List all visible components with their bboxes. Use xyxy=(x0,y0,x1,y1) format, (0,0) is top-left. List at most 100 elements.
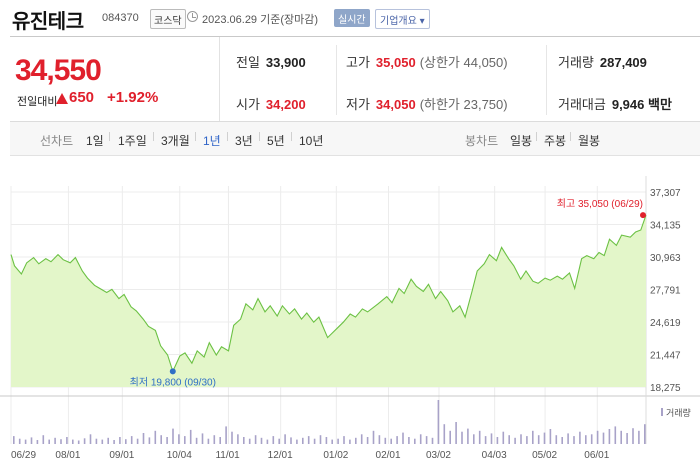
volume-bar xyxy=(243,437,245,444)
prev-close-label: 전일 xyxy=(236,55,260,70)
volume-bar xyxy=(537,435,540,444)
tab-1w[interactable]: 1주일 xyxy=(118,134,147,148)
volume-bar xyxy=(567,433,569,444)
volume-bars: 거래량 xyxy=(13,400,691,444)
tab-divider xyxy=(570,132,571,141)
volume-bar xyxy=(272,436,275,444)
tab-10y[interactable]: 10년 xyxy=(299,134,324,148)
volume-bar xyxy=(160,435,162,444)
trade-value: 9,946 백만 xyxy=(611,97,672,112)
volume-bar xyxy=(219,437,221,444)
volume-bar xyxy=(207,438,210,444)
volume-bar xyxy=(644,424,646,444)
x-tick-label: 12/01 xyxy=(268,450,293,461)
chart-period-tabs: 선차트 1일 1주일 3개월 1년 3년 5년 10년 봉차트 일봉 주봉 월봉 xyxy=(10,122,700,156)
y-tick-label: 18,275 xyxy=(650,383,681,394)
candle-chart-heading: 봉차트 xyxy=(465,134,499,148)
tab-3y[interactable]: 3년 xyxy=(235,134,253,148)
volume-bar xyxy=(260,437,263,444)
tab-monthly-candle[interactable]: 월봉 xyxy=(578,134,601,148)
low-marker xyxy=(169,368,176,375)
volume-bar xyxy=(449,430,451,444)
volume-bar xyxy=(284,434,286,444)
volume-bar xyxy=(331,439,333,444)
y-tick-label: 30,963 xyxy=(650,253,681,264)
volume-bar xyxy=(514,437,516,444)
volume-bar xyxy=(620,430,622,444)
volume-bar xyxy=(136,438,139,444)
trade-value-cell: 거래대금 9,946 백만 xyxy=(558,94,672,113)
low-label: 저가 xyxy=(346,97,370,112)
tab-daily-candle[interactable]: 일봉 xyxy=(510,134,533,148)
stock-name: 유진테크 xyxy=(12,11,84,33)
volume-bar xyxy=(496,437,499,444)
volume-bar xyxy=(360,434,363,444)
market-badge: 코스닥 xyxy=(150,9,186,29)
volume-bar xyxy=(608,429,611,444)
chart-annotations: 최고 35,050 (06/29) 최저 19,800 (09/30) xyxy=(130,198,646,388)
low-cell: 저가 34,050 (하한가 23,750) xyxy=(346,94,508,113)
trade-value-label: 거래대금 xyxy=(558,97,606,112)
price-chart: 37,307 34,135 30,963 27,791 24,619 21,447 18,2… xyxy=(0,176,700,461)
volume-bar xyxy=(290,437,292,444)
volume-bar xyxy=(325,437,328,444)
tab-divider xyxy=(227,132,228,141)
volume-bar xyxy=(490,433,493,444)
volume-bar xyxy=(237,434,239,444)
tab-1d[interactable]: 1일 xyxy=(86,134,104,148)
volume-label: 거래량 xyxy=(558,55,594,70)
volume-bar xyxy=(384,437,387,444)
tab-weekly-candle[interactable]: 주봉 xyxy=(544,134,567,148)
volume-bar xyxy=(83,438,86,444)
stock-header: 유진테크 084370 코스닥 2023.06.29 기준(장마감) 실시간 기… xyxy=(0,0,700,36)
tab-5y[interactable]: 5년 xyxy=(267,134,285,148)
tab-1y[interactable]: 1년 xyxy=(203,134,221,148)
volume-bar xyxy=(414,438,416,444)
low-value: 34,050 xyxy=(375,97,416,112)
volume-bar xyxy=(178,434,180,444)
volume-bar xyxy=(425,436,428,444)
volume-bar xyxy=(201,433,204,444)
volume-bar xyxy=(313,438,316,444)
volume-bar xyxy=(36,440,39,444)
x-tick-label: 05/02 xyxy=(532,450,557,461)
x-axis-labels: 06/29 08/01 09/01 10/04 11/01 12/01 01/02 02/01… xyxy=(11,450,610,461)
volume-bar xyxy=(478,430,481,444)
volume-bar xyxy=(520,434,522,444)
volume-bar xyxy=(461,431,463,444)
volume-bar xyxy=(266,439,269,444)
volume-bar xyxy=(248,438,251,444)
volume-bar xyxy=(626,433,628,444)
x-tick-label: 11/01 xyxy=(215,450,240,461)
volume-bar xyxy=(302,437,304,444)
volume-bar xyxy=(166,437,168,444)
volume-value: 287,409 xyxy=(599,55,647,70)
volume-bar xyxy=(467,428,469,444)
x-tick-label: 02/01 xyxy=(376,450,401,461)
volume-bar xyxy=(508,435,510,444)
volume-bar xyxy=(431,437,434,444)
volume-bar xyxy=(437,400,440,444)
volume-bar xyxy=(30,437,33,444)
tab-3m[interactable]: 3개월 xyxy=(161,134,190,148)
volume-bar xyxy=(573,436,575,444)
y-axis-labels: 37,307 34,135 30,963 27,791 24,619 21,447 18,2… xyxy=(650,188,681,394)
company-info-button[interactable]: 기업개요 ▾ xyxy=(375,9,430,29)
volume-bar xyxy=(154,430,157,444)
volume-bar xyxy=(579,431,581,444)
realtime-button[interactable]: 실시간 xyxy=(334,9,370,27)
high-cell: 고가 35,050 (상한가 44,050) xyxy=(346,52,508,71)
change-value: 650 xyxy=(69,89,95,106)
low-annotation: 최저 19,800 (09/30) xyxy=(130,376,216,388)
volume-bar xyxy=(502,431,505,444)
volume-bar xyxy=(24,439,27,444)
volume-bar xyxy=(484,436,487,444)
volume-bar xyxy=(189,429,192,444)
volume-bar xyxy=(372,430,375,444)
tab-divider xyxy=(153,132,154,141)
volume-bar xyxy=(596,430,599,444)
volume-bar xyxy=(602,432,605,444)
y-tick-label: 34,135 xyxy=(650,221,681,232)
volume-bar xyxy=(638,430,640,444)
quote-divider xyxy=(546,45,547,115)
